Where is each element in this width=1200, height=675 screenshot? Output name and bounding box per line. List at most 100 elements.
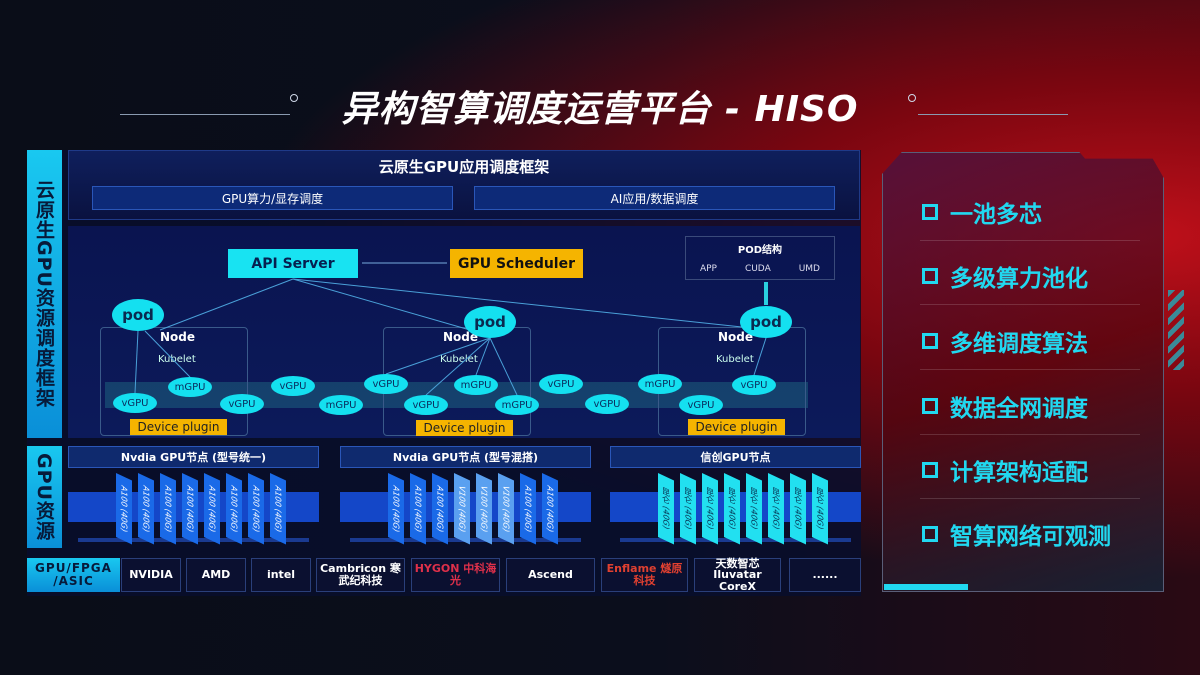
feature-divider xyxy=(920,240,1140,241)
gpu-chip: A100 (40G) xyxy=(410,473,426,545)
framework-label: 云原生GPU资源调度框架 xyxy=(27,150,62,438)
kubelet-label: Kubelet xyxy=(440,354,478,365)
kubelet-label: Kubelet xyxy=(158,354,196,365)
gpu-chip: A100 (40G) xyxy=(520,473,536,545)
features-panel xyxy=(882,152,1164,592)
pod-ellipse: pod xyxy=(112,299,164,331)
vgpu-ellipse: vGPU xyxy=(732,375,776,395)
vendor-logo: intel xyxy=(251,558,311,592)
title-dot-right xyxy=(908,94,916,102)
feature-label: 智算网络可观测 xyxy=(950,524,1111,550)
vendor-logo: NVIDIA xyxy=(121,558,181,592)
checkbox-icon xyxy=(922,526,938,542)
gpu-chip: V100 (40G) xyxy=(498,473,514,545)
title-dot-left xyxy=(290,94,298,102)
pod-structure-box: POD结构 APP CUDA UMD xyxy=(685,236,835,280)
feature-divider xyxy=(920,369,1140,370)
feature-item: 一池多芯 xyxy=(922,195,1042,229)
kubelet-label: Kubelet xyxy=(716,354,754,365)
gpu-chip: 昆仑 (40G) xyxy=(746,473,762,545)
feature-label: 计算架构适配 xyxy=(950,460,1088,486)
gpu-chip: A100 (40G) xyxy=(388,473,404,545)
gpu-chip: 昆仑 (40G) xyxy=(790,473,806,545)
gpu-group-title: 信创GPU节点 xyxy=(610,446,861,468)
page-title: 异构智算调度运营平台 - HISO xyxy=(341,89,859,130)
gpu-chip: A100 (40G) xyxy=(182,473,198,545)
chips-label: GPU/FPGA /ASIC xyxy=(27,558,120,592)
mgpu-ellipse: mGPU xyxy=(495,395,539,415)
gpu-chip: V100 (40G) xyxy=(454,473,470,545)
pod-ellipse: pod xyxy=(740,306,792,338)
api-server-box: API Server xyxy=(228,249,358,278)
vendor-logo: AMD xyxy=(186,558,246,592)
feature-item: 数据全网调度 xyxy=(922,389,1088,423)
vendor-logo: HYGON 中科海光 xyxy=(411,558,500,592)
ai-data-scheduling: AI应用/数据调度 xyxy=(474,186,835,210)
mgpu-ellipse: mGPU xyxy=(319,395,363,415)
checkbox-icon xyxy=(922,204,938,220)
mgpu-ellipse: mGPU xyxy=(638,374,682,394)
gpu-chip: A100 (40G) xyxy=(542,473,558,545)
pod-item-cuda: CUDA xyxy=(744,264,771,274)
gpu-chip: A100 (40G) xyxy=(116,473,132,545)
gpu-chip: A100 (40G) xyxy=(138,473,154,545)
title-line-left xyxy=(120,114,290,115)
feature-label: 数据全网调度 xyxy=(950,396,1088,422)
gpu-chip: A100 (40G) xyxy=(432,473,448,545)
title-line-right xyxy=(918,114,1068,115)
gpu-chip: A100 (40G) xyxy=(226,473,242,545)
feature-item: 多级算力池化 xyxy=(922,259,1088,293)
gpu-chip: 昆仑 (40G) xyxy=(812,473,828,545)
feature-label: 多级算力池化 xyxy=(950,266,1088,292)
device-plugin-box: Device plugin xyxy=(416,420,513,436)
vendor-logo: Enflame 燧原科技 xyxy=(601,558,688,592)
vgpu-ellipse: vGPU xyxy=(539,374,583,394)
gpu-chip: A100 (40G) xyxy=(160,473,176,545)
feature-divider xyxy=(920,498,1140,499)
vgpu-ellipse: vGPU xyxy=(679,395,723,415)
node-box-1 xyxy=(100,327,248,436)
node-label: Node xyxy=(160,330,196,344)
feature-divider xyxy=(920,304,1140,305)
vgpu-ellipse: vGPU xyxy=(585,394,629,414)
feature-item: 智算网络可观测 xyxy=(922,517,1111,551)
pod-structure-title: POD结构 xyxy=(737,245,783,256)
checkbox-icon xyxy=(922,462,938,478)
gpu-chip: 昆仑 (40G) xyxy=(768,473,784,545)
node-label: Node xyxy=(443,330,479,344)
pod-item-app: APP xyxy=(699,264,717,274)
gpu-chip: 昆仑 (40G) xyxy=(680,473,696,545)
gpu-chip: A100 (40G) xyxy=(248,473,264,545)
device-plugin-box: Device plugin xyxy=(688,419,785,435)
gpu-group-title: Nvdia GPU节点 (型号统一) xyxy=(68,446,319,468)
gpu-compute-scheduling: GPU算力/显存调度 xyxy=(92,186,453,210)
vgpu-ellipse: vGPU xyxy=(220,394,264,414)
pod-item-umd: UMD xyxy=(798,264,820,274)
gpu-chip: A100 (40G) xyxy=(204,473,220,545)
decor-stripes xyxy=(1168,290,1184,370)
gpu-chip: 昆仑 (40G) xyxy=(724,473,740,545)
gpu-chip: A100 (40G) xyxy=(270,473,286,545)
gpu-chip: 昆仑 (40G) xyxy=(702,473,718,545)
mgpu-ellipse: mGPU xyxy=(168,377,212,397)
vendor-logo: 天数智芯 Iluvatar CoreX xyxy=(694,557,781,592)
resources-label: GPU资源 xyxy=(27,446,62,548)
feature-label: 多维调度算法 xyxy=(950,331,1088,357)
gpu-group-title: Nvdia GPU节点 (型号混搭) xyxy=(340,446,591,468)
vendor-logo: Ascend xyxy=(506,558,595,592)
gpu-chip: 昆仑 (40G) xyxy=(658,473,674,545)
feature-divider xyxy=(920,434,1140,435)
vendor-logo: Cambricon 寒武纪科技 xyxy=(316,558,405,592)
checkbox-icon xyxy=(922,398,938,414)
framework-title: 云原生GPU应用调度框架 xyxy=(378,158,550,176)
vgpu-ellipse: vGPU xyxy=(113,393,157,413)
vgpu-ellipse: vGPU xyxy=(271,376,315,396)
device-plugin-box: Device plugin xyxy=(130,419,227,435)
vgpu-ellipse: vGPU xyxy=(364,374,408,394)
vendor-logo: ...... xyxy=(789,558,861,592)
gpu-scheduler-box: GPU Scheduler xyxy=(450,249,583,278)
pod-ellipse: pod xyxy=(464,306,516,338)
node-label: Node xyxy=(718,330,754,344)
feature-item: 多维调度算法 xyxy=(922,324,1088,358)
